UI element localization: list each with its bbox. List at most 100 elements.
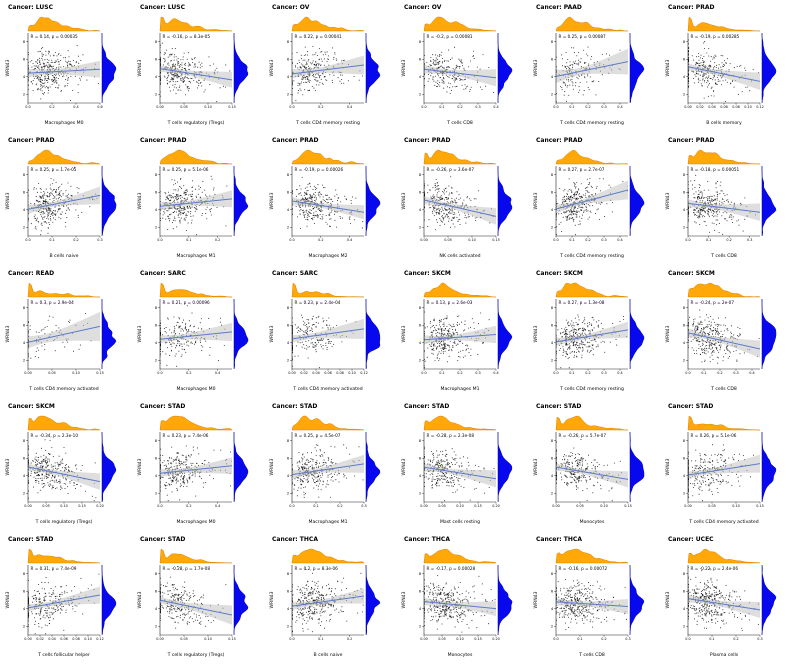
scatter-panel: Cancer: THCA 2 4 6 8 0.00 0.05 0.10 0.15 0.20 R = … <box>397 533 529 666</box>
panel-title: Cancer: LUSC <box>140 4 186 11</box>
scatter-panel: Cancer: STAD 2 4 6 8 0.0 0.2 0.4 R = 0.23, p = 7… <box>133 400 265 533</box>
right-density <box>497 33 513 103</box>
y-tick-label: 2 <box>23 225 25 229</box>
y-tick-label: 4 <box>287 75 290 79</box>
x-tick-label: 0.2 <box>585 105 590 109</box>
y-axis-label: WRN43 <box>269 591 275 608</box>
x-tick-label: 0.15 <box>624 504 632 508</box>
y-tick-label: 4 <box>23 208 26 212</box>
panel-title: Cancer: PRAD <box>404 137 451 144</box>
y-tick-label: 6 <box>419 57 422 61</box>
x-tick-label: 0.0 <box>553 105 558 109</box>
y-axis-label: WRN43 <box>137 192 143 209</box>
y-axis-label: WRN43 <box>401 59 407 76</box>
y-tick-label: 2 <box>419 624 421 628</box>
y-tick-label: 2 <box>419 358 421 362</box>
x-tick-label: 0.12 <box>96 637 104 641</box>
x-tick-label: 0.1 <box>569 105 574 109</box>
x-tick-label: 0.0 <box>25 238 30 242</box>
top-density <box>687 415 760 431</box>
confidence-band <box>160 190 232 211</box>
right-density <box>101 565 117 636</box>
y-tick-label: 8 <box>155 572 158 576</box>
panel-plot: 2 4 6 8 0.0 0.1 0.2 0.3 0.4 R = -0.2, p = 0.00081… <box>401 16 513 126</box>
y-tick-label: 4 <box>155 607 158 611</box>
x-tick-label: 0.0 <box>289 637 294 641</box>
y-tick-label: 6 <box>683 589 686 593</box>
correlation-annotation: R = -0.19, p = 0.00026 <box>295 167 344 172</box>
x-tick-label: 0.1 <box>439 371 444 375</box>
x-tick-label: 0.2 <box>318 105 323 109</box>
x-axis-label: Plasma cells <box>710 652 739 658</box>
x-tick-label: 0.0 <box>289 105 294 109</box>
x-tick-label: 0.0 <box>685 371 690 375</box>
y-tick-label: 2 <box>683 624 685 628</box>
regression-line <box>160 198 232 207</box>
y-tick-label: 2 <box>287 358 289 362</box>
correlation-annotation: R = -0.34, p = 2.3e-10 <box>31 433 79 438</box>
correlation-annotation: R = 0.13, p = 2.6e-03 <box>427 300 473 305</box>
y-tick-label: 6 <box>551 456 554 460</box>
y-axis-label: WRN43 <box>269 192 275 209</box>
y-axis-label: WRN43 <box>5 192 11 209</box>
confidence-band <box>556 48 628 84</box>
scatter-panel: Cancer: STAD 2 4 6 8 0.00 0.02 0.04 0.06 0.08 0.10… <box>1 533 133 666</box>
correlation-annotation: R = -0.24, p = 2e-07 <box>691 300 735 305</box>
regression-line <box>292 64 364 75</box>
y-tick-label: 8 <box>287 173 290 177</box>
panel-title: Cancer: STAD <box>536 403 582 410</box>
panel-plot: 2 4 6 8 0.0 0.2 0.4 R = 0.22, p = 0.00041 T cell… <box>269 16 381 126</box>
y-axis-label: WRN43 <box>137 59 143 76</box>
correlation-annotation: R = 0.25, p = 0.00087 <box>559 34 607 39</box>
y-tick-label: 8 <box>419 173 422 177</box>
correlation-annotation: R = -0.28, p = 1.7e-08 <box>163 566 211 571</box>
panel-title: Cancer: UCEC <box>668 536 714 543</box>
x-tick-label: 0.2 <box>585 238 590 242</box>
x-axis-label: T cells CD4 memory resting <box>295 120 360 126</box>
panel-title: Cancer: SKCM <box>8 403 55 410</box>
y-tick-label: 4 <box>419 607 422 611</box>
x-axis-label: T cells regulatory (Tregs) <box>35 519 93 525</box>
y-tick-label: 2 <box>683 225 685 229</box>
x-axis-label: Monocytes <box>580 519 605 525</box>
x-tick-label: 0.4 <box>215 371 220 375</box>
regression-line <box>556 61 628 77</box>
top-density <box>291 16 365 32</box>
scatter-panel: Cancer: STAD 2 4 6 8 0.00 0.05 0.10 0.15 0.20 R = … <box>397 400 529 533</box>
y-tick-label: 4 <box>419 208 422 212</box>
y-tick-label: 8 <box>551 40 554 44</box>
x-tick-label: 0.05 <box>708 504 716 508</box>
x-tick-label: 0.05 <box>180 105 188 109</box>
scatter-panel: Cancer: STAD 2 4 6 8 0.00 0.05 0.10 0.15 R = -0.2… <box>529 400 661 533</box>
y-tick-label: 6 <box>23 323 26 327</box>
x-tick-label: 0.3 <box>757 637 762 641</box>
correlation-annotation: R = -0.28, p = 2.3e-08 <box>427 433 475 438</box>
y-tick-label: 4 <box>155 208 158 212</box>
x-tick-label: 0.15 <box>756 504 764 508</box>
panel-plot: 2 4 6 8 0.00 0.05 0.10 0.15 R = -0.26, p = 5.7e-… <box>533 415 645 525</box>
x-tick-label: 0.00 <box>288 371 296 375</box>
confidence-band <box>292 55 364 79</box>
x-tick-label: 0.0 <box>157 238 162 242</box>
regression-line <box>160 331 232 340</box>
scatter-points <box>160 566 227 629</box>
x-tick-label: 0.00 <box>24 637 32 641</box>
x-tick-label: 0.4 <box>73 105 78 109</box>
x-axis-label: T cells CD4 memory resting <box>559 253 624 259</box>
panel-plot: 2 4 6 8 0.00 0.02 0.04 0.06 0.08 0.10 0.12 R = -0.1… <box>665 16 777 126</box>
x-axis-label: T cells CD8 <box>446 120 473 126</box>
y-tick-label: 4 <box>287 474 290 478</box>
scatter-panel: Cancer: READ 2 4 6 8 0.00 0.05 0.10 0.15 R = 0.3,… <box>1 267 133 400</box>
panel-title: Cancer: STAD <box>140 403 186 410</box>
panel-title: Cancer: PRAD <box>668 137 715 144</box>
panel-plot: 2 4 6 8 0.00 0.05 0.10 0.15 R = -0.28, p = 1.7e-… <box>137 548 249 658</box>
y-tick-label: 4 <box>551 341 554 345</box>
y-tick-label: 6 <box>155 190 158 194</box>
panel-plot: 2 4 6 8 0.00 0.05 0.10 0.15 0.20 R = -0.34, p = 2… <box>5 415 117 525</box>
x-tick-label: 0.4 <box>749 371 754 375</box>
correlation-annotation: R = 0.27, p = 1.3e-08 <box>559 300 605 305</box>
y-tick-label: 2 <box>287 624 289 628</box>
y-tick-label: 8 <box>419 439 422 443</box>
confidence-band <box>556 321 628 347</box>
x-tick-label: 0.2 <box>585 371 590 375</box>
